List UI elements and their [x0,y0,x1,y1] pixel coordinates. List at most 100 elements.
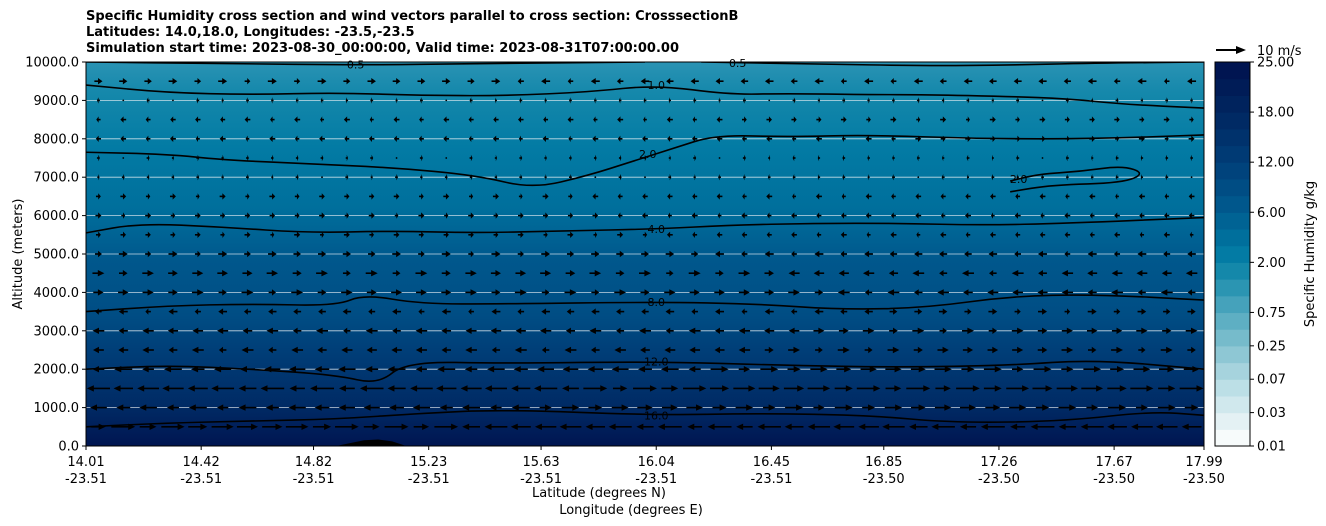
wind-vector-head [562,366,570,373]
wind-vector-head [722,385,730,392]
wind-vector-head [338,366,346,373]
wind-vector-head [893,308,898,315]
wind-vector-head [1116,308,1121,315]
wind-vector-head [620,174,622,181]
wind-vector-head [226,423,234,430]
y-axis: 0.0 1000.0 2000.0 3000.0 4000.0 5000.0 6000.0 7… [25,56,86,455]
wind-vector-head [445,270,451,277]
wind-vector-head [842,154,844,162]
wind-vector-head [371,270,378,277]
wind-vector-head [197,174,200,181]
wind-vector-head [570,231,574,238]
wind-vector-head [470,174,473,181]
wind-vector-head [268,346,273,354]
wind-vector-head [587,366,595,373]
x-axis-label-latitude: Latitude (degrees N) [532,486,666,501]
wind-vector-head [392,327,397,334]
wind-vector-head [939,78,944,85]
wind-vector-head [244,116,248,123]
wind-vector-head [1141,327,1148,334]
wind-vector-head [692,116,695,123]
wind-vector-head [1191,116,1194,123]
wind-vector-head [369,116,372,123]
wind-vector-head [1061,289,1068,296]
wind-vector-head [470,154,473,162]
wind-vector-head [1166,97,1169,104]
wind-vector-head [840,231,845,238]
wind-vector-head [620,154,622,162]
wind-vector-head [988,250,994,258]
wind-vector-head [98,231,101,238]
wind-vector-head [389,404,397,411]
wind-vector-head [1045,385,1053,392]
wind-vector-head [387,385,395,392]
wind-vector-head [543,116,546,123]
wind-vector-head [965,231,969,238]
wind-vector-head [843,327,849,334]
wind-vector-head [371,154,374,162]
wind-vector-head [1164,212,1167,219]
wind-vector-head [843,116,847,123]
wind-vector-head [968,404,976,411]
wind-vector-head [147,289,154,296]
wind-vector-head [668,97,670,104]
wind-vector-head [1017,135,1021,142]
colorbar-band [1215,162,1250,180]
wind-vector-head [891,193,894,200]
wind-vector-head [98,423,106,430]
wind-vector-head [118,308,124,315]
chart-title-line-3: Simulation start time: 2023-08-30_00:00:… [86,41,679,56]
wind-vector-head [272,174,274,181]
wind-vector-head [365,366,373,373]
wind-vector-head [944,404,952,411]
wind-vector-head [275,423,283,430]
contour-label: 12.0 [644,356,669,369]
wind-vector-head [989,231,994,238]
wind-vector-head [490,404,497,411]
wind-vector-head [495,270,501,277]
wind-vector-head [470,289,477,296]
wind-vector-head [1080,423,1088,430]
wind-vector-head [170,135,174,142]
wind-vector-head [764,78,770,85]
wind-vector-head [197,250,201,258]
wind-vector-head [791,212,795,219]
wind-vector-head [149,423,157,430]
wind-vector-head [570,174,572,181]
wind-vector-head [619,270,625,277]
wind-vector-head [569,270,576,277]
wind-vector-head [617,116,621,123]
wind-vector-head [192,327,199,334]
wind-vector-head [793,289,800,296]
wind-vector-head [620,385,628,392]
wind-vector-head [570,154,572,162]
x-tick-label-lat: 14.82 [295,455,332,470]
wind-vector-head [670,404,678,411]
wind-vector-head [469,97,472,104]
wind-vector-head [366,346,373,354]
wind-vector-head [671,385,679,392]
wind-vector-head [269,135,273,142]
wind-vector-head [1067,135,1070,142]
wind-vector-head [667,193,671,200]
contour-line [701,62,1204,67]
wind-vector-head [967,116,970,123]
colorbar-label: Specific Humidity g/kg [1303,181,1318,327]
wind-vector-head [743,174,745,181]
wind-vector-head [716,231,720,238]
wind-vector-head [446,174,448,181]
wind-vector-head [217,327,224,334]
wind-vector-head [519,97,521,104]
wind-vector-head [495,174,498,181]
wind-vector-head [858,423,866,430]
wind-vector-head [1039,231,1043,238]
wind-vector-head [1165,154,1167,162]
wind-vector-head [418,135,422,142]
wind-vector-head [514,346,522,354]
contour-line [86,134,1204,187]
wind-vector-head [296,231,301,238]
wind-vector-head [917,327,925,334]
wind-vector-head [1185,270,1193,277]
wind-vector-head [412,404,420,411]
wind-vector-head [619,289,627,296]
